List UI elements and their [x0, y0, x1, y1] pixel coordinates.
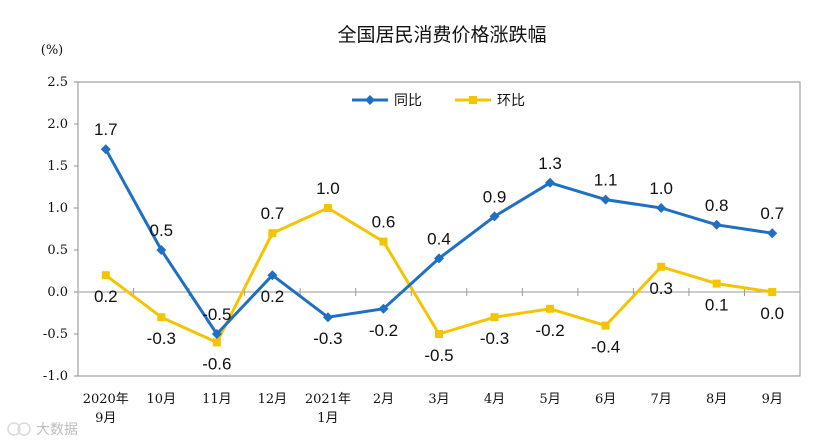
watermark-text: 大数据: [36, 422, 78, 438]
yoy-point: [322, 312, 333, 323]
mom-point: [157, 313, 166, 322]
yoy-point: [100, 144, 111, 155]
watermark-logo-icon: [7, 422, 31, 436]
mom-point: [712, 279, 721, 288]
yoy-label: 0.4: [427, 229, 451, 248]
mom-label: 1.0: [316, 179, 340, 198]
mom-label: 0.3: [649, 279, 673, 298]
mom-point: [490, 313, 499, 322]
legend: 同比 环比: [352, 93, 525, 109]
y-tick-label: -1.0: [43, 369, 68, 384]
mom-label: -0.3: [147, 329, 176, 348]
yoy-point: [489, 211, 500, 222]
yoy-point: [156, 245, 167, 255]
x-tick-label: 2021年 1月: [305, 392, 351, 426]
yoy-label: 0.2: [261, 287, 285, 306]
y-tick-label: 2.5: [47, 75, 68, 90]
x-tick-label: 9月: [762, 392, 783, 407]
x-tick-label: 10月: [147, 392, 177, 407]
yoy-label: -0.2: [369, 321, 398, 340]
mom-label: -0.4: [591, 338, 620, 357]
legend-label: 环比: [497, 93, 525, 109]
data-labels: 1.7 0.5 -0.5 0.2 -0.3 -0.2 0.4 0.9 1.3 1.1 1.0 0.8 0…: [94, 120, 784, 373]
mom-point: [435, 330, 443, 338]
x-tick-label: 12月: [258, 392, 288, 407]
legend-diamond-marker: [365, 95, 375, 105]
x-tick-label: 2月: [373, 392, 394, 407]
mom-label: 0.6: [372, 213, 396, 232]
y-tick-label: 0.5: [47, 243, 68, 258]
y-axis-ticks: 2.5 2.0 1.5 1.0 0.5 0.0 -0.5 -1.0: [43, 75, 78, 384]
x-tick-label: 4月: [484, 392, 505, 407]
yoy-label: 1.0: [649, 179, 673, 198]
yoy-point: [711, 219, 722, 230]
plot-border: [77, 81, 801, 377]
yoy-label: 0.5: [149, 221, 173, 240]
mom-point: [657, 262, 666, 271]
mom-label: 0.2: [94, 287, 118, 306]
yoy-point: [434, 253, 444, 264]
y-tick-label: 0.0: [47, 285, 68, 300]
y-tick-label: 1.0: [47, 201, 68, 216]
yoy-point: [211, 329, 222, 339]
mom-point: [323, 204, 332, 212]
y-axis-unit: (%): [41, 43, 64, 58]
series-layer: [100, 144, 778, 347]
x-tick-label: 2020年 9月: [83, 392, 129, 426]
mom-point: [379, 237, 388, 246]
yoy-point: [767, 228, 778, 239]
yoy-label: -0.5: [202, 305, 231, 324]
yoy-label: 0.8: [705, 196, 729, 215]
mom-point: [101, 271, 110, 280]
yoy-point: [656, 203, 667, 213]
mom-point: [768, 288, 777, 296]
yoy-label: 1.7: [94, 120, 118, 139]
yoy-point: [545, 177, 556, 188]
x-tick-label: 5月: [539, 392, 560, 407]
yoy-point: [600, 194, 611, 205]
mom-label: 0.1: [705, 296, 729, 315]
yoy-label: 1.1: [594, 171, 618, 190]
legend-square-marker: [469, 96, 477, 104]
x-tick-label: 3月: [428, 392, 449, 407]
x-tick-label: 6月: [595, 392, 616, 407]
mom-point: [601, 321, 610, 330]
mom-label: 0.7: [261, 204, 285, 223]
y-tick-label: 2.0: [47, 117, 68, 132]
legend-item-mom: 环比: [455, 93, 525, 109]
mom-point: [268, 229, 277, 238]
yoy-label: -0.3: [313, 329, 342, 348]
mom-label: -0.5: [424, 346, 453, 365]
yoy-point: [378, 303, 389, 314]
yoy-point: [267, 270, 278, 281]
yoy-label: 0.9: [483, 187, 507, 206]
x-tick-label: 7月: [651, 392, 672, 407]
y-tick-label: -0.5: [43, 327, 68, 342]
mom-point: [546, 304, 555, 313]
plot-area: [77, 81, 801, 377]
yoy-label: 1.3: [538, 154, 562, 173]
mom-point: [212, 338, 221, 347]
legend-label: 同比: [394, 93, 422, 109]
mom-label: -0.3: [480, 329, 509, 348]
mom-label: 0.0: [760, 304, 784, 323]
watermark: 大数据: [7, 422, 78, 438]
mom-label: -0.2: [535, 321, 564, 340]
x-tick-label: 8月: [706, 392, 727, 407]
x-tick-label: 11月: [202, 392, 232, 407]
chart-title: 全国居民消费价格涨跌幅: [337, 24, 546, 46]
x-axis-ticks: 2020年 9月 10月 11月 12月 2021年 1月 2月 3月 4月 5月 6月 7月 8月 9月: [77, 288, 801, 426]
legend-item-yoy: 同比: [352, 93, 422, 109]
yoy-label: 0.7: [760, 204, 784, 223]
mom-label: -0.6: [202, 354, 231, 373]
y-tick-label: 1.5: [47, 159, 68, 174]
